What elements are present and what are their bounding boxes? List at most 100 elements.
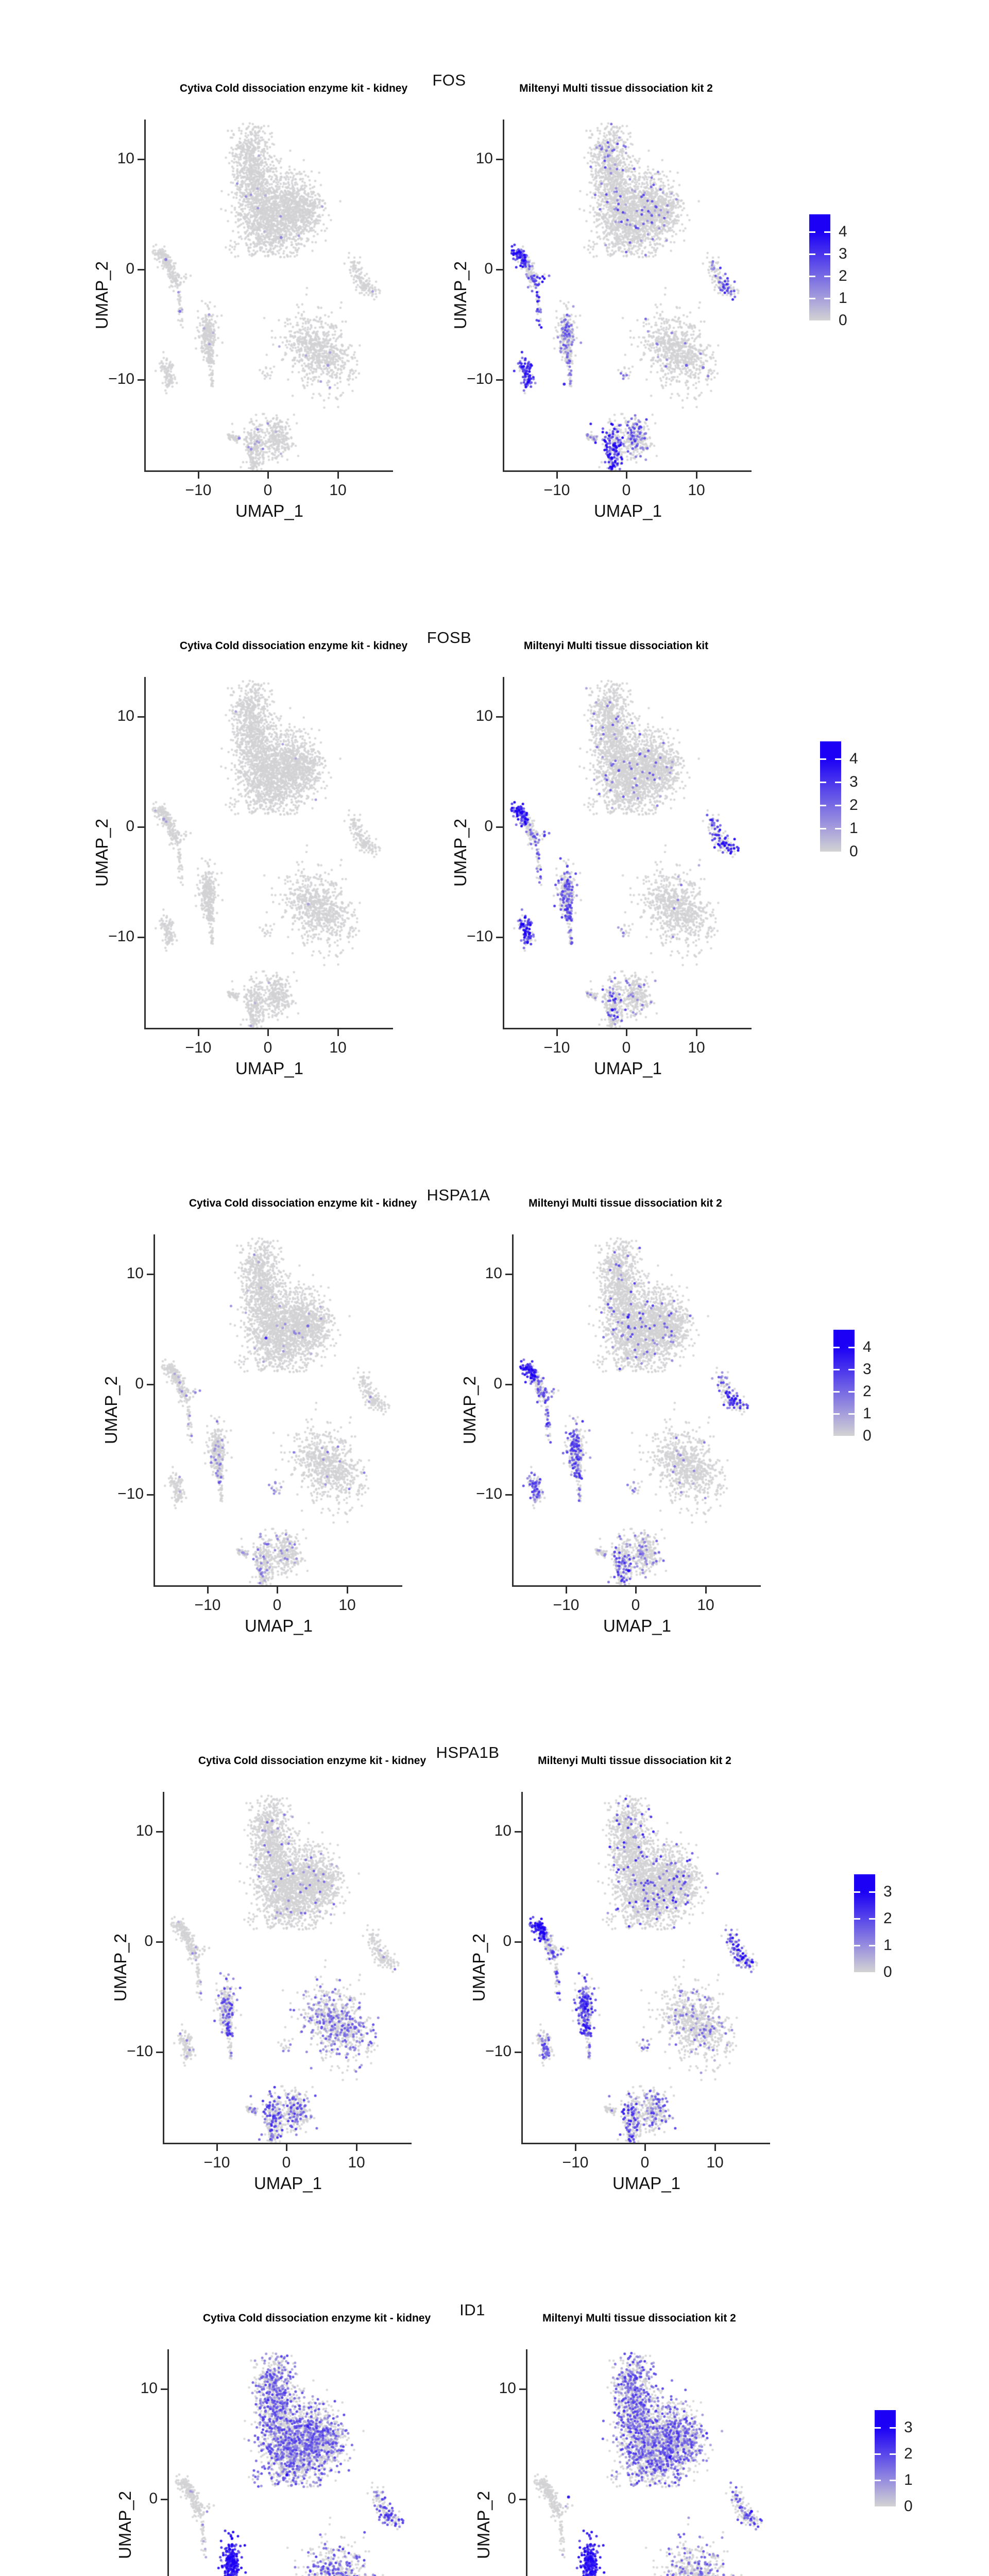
y-tick-label: −10 [476, 1485, 502, 1502]
y-axis-tick [138, 159, 144, 160]
legend-colorbar [875, 2410, 896, 2506]
x-tick-label: 10 [688, 1039, 705, 1056]
umap-scatter-canvas-miltenyi [514, 1234, 761, 1585]
x-axis-tick [696, 1029, 697, 1036]
x-tick-label: −10 [185, 1039, 212, 1056]
x-axis-label: UMAP_1 [235, 501, 304, 520]
legend-tick-mark [890, 2453, 896, 2455]
legend-tick-label: 3 [863, 1361, 872, 1378]
x-axis-tick [644, 2144, 646, 2151]
expression-legend: 4 3 2 1 0 [809, 214, 897, 329]
x-axis-tick [705, 1587, 707, 1594]
x-tick-label: 10 [706, 2154, 724, 2171]
x-tick-label: −10 [562, 2154, 589, 2171]
legend-tick-mark [869, 1891, 875, 1893]
legend-tick-label: 1 [849, 820, 858, 837]
legend-tick-mark [833, 1369, 840, 1370]
x-tick-label: −10 [194, 1597, 221, 1614]
legend-tick-label: 1 [839, 290, 847, 307]
umap-scatter-canvas-cytiva [169, 2349, 416, 2576]
y-axis-tick [496, 159, 503, 160]
gene-row: ID1 Cytiva Cold dissociation enzyme kit … [0, 2230, 989, 2576]
legend-tick-mark [824, 276, 830, 277]
x-tick-label: 0 [282, 2154, 291, 2171]
y-axis-tick [505, 1494, 512, 1496]
legend-tick-mark [820, 805, 826, 806]
y-axis-tick [147, 1274, 154, 1275]
gene-row: HSPA1B Cytiva Cold dissociation enzyme k… [0, 1672, 989, 2230]
x-axis-tick [277, 1587, 278, 1594]
x-tick-label: 0 [622, 482, 631, 499]
x-axis-label: UMAP_1 [612, 2174, 681, 2193]
legend-tick-label: 0 [839, 312, 847, 329]
panel-title-miltenyi: Miltenyi Multi tissue dissociation kit 2 [538, 1755, 731, 1767]
panel-title-miltenyi: Miltenyi Multi tissue dissociation kit 2 [542, 2312, 736, 2324]
legend-tick-label: 3 [904, 2419, 913, 2436]
legend-tick-mark [820, 758, 826, 760]
y-tick-label: 10 [494, 1822, 511, 1839]
y-axis-tick [496, 826, 503, 828]
y-axis-tick [496, 937, 503, 938]
y-tick-label: 0 [503, 1933, 511, 1950]
umap-scatter-canvas-miltenyi [527, 2349, 775, 2576]
legend-tick-mark [854, 1891, 860, 1893]
umap-scatter-canvas-miltenyi [523, 1792, 770, 2143]
legend-tick-mark [848, 1391, 855, 1393]
x-axis-label: UMAP_1 [593, 501, 662, 520]
x-tick-label: 10 [329, 1039, 347, 1056]
legend-tick-label: 0 [849, 843, 858, 860]
x-axis-label: UMAP_1 [593, 1059, 662, 1078]
legend-tick-mark [835, 782, 841, 783]
y-axis-tick [138, 269, 144, 270]
y-axis-tick [156, 2052, 163, 2053]
x-tick-label: 10 [697, 1597, 714, 1614]
legend-tick-mark [824, 253, 830, 255]
y-axis-tick [161, 2499, 167, 2500]
gene-row: FOSB Cytiva Cold dissociation enzyme kit… [0, 557, 989, 1115]
x-tick-label: −10 [203, 2154, 230, 2171]
y-axis-tick [496, 716, 503, 718]
legend-tick-label: 1 [883, 1937, 892, 1954]
x-tick-label: 0 [272, 1597, 282, 1614]
y-tick-label: −10 [467, 928, 493, 945]
expression-legend: 4 3 2 1 0 [833, 1330, 922, 1444]
y-tick-label: 0 [507, 2490, 516, 2507]
panel-title-miltenyi: Miltenyi Multi tissue dissociation kit [523, 640, 709, 652]
legend-colorbar [833, 1330, 855, 1436]
y-axis-tick [138, 379, 144, 381]
legend-tick-label: 2 [883, 1910, 892, 1927]
legend-tick-mark [875, 2427, 881, 2429]
x-axis-tick [696, 472, 697, 479]
legend-tick-mark [848, 1369, 855, 1370]
y-tick-label: −10 [117, 1485, 144, 1502]
umap-scatter-canvas-cytiva [146, 120, 393, 470]
y-axis-tick [161, 2388, 167, 2390]
gene-row: FOS Cytiva Cold dissociation enzyme kit … [0, 0, 989, 557]
legend-tick-mark [854, 1918, 860, 1920]
legend-tick-label: 4 [839, 223, 847, 240]
x-axis-label: UMAP_1 [603, 1616, 672, 1635]
legend-tick-label: 3 [883, 1883, 892, 1900]
legend-tick-mark [833, 1413, 840, 1415]
legend-tick-label: 0 [904, 2498, 913, 2515]
x-axis-tick [267, 1029, 269, 1036]
y-tick-label: 10 [117, 707, 134, 724]
legend-tick-mark [833, 1391, 840, 1393]
y-axis-tick [519, 2499, 526, 2500]
legend-tick-mark [875, 2480, 881, 2481]
gene-title: FOSB [427, 629, 472, 647]
panel-title-cytiva: Cytiva Cold dissociation enzyme kit - ki… [198, 1755, 427, 1767]
x-axis-tick [198, 472, 199, 479]
legend-tick-label: 3 [849, 773, 858, 790]
y-tick-label: −10 [127, 2043, 153, 2060]
y-tick-label: 10 [117, 150, 134, 167]
y-axis-tick [156, 1831, 163, 1833]
x-axis-tick [714, 2144, 716, 2151]
legend-tick-label: 4 [849, 750, 858, 767]
